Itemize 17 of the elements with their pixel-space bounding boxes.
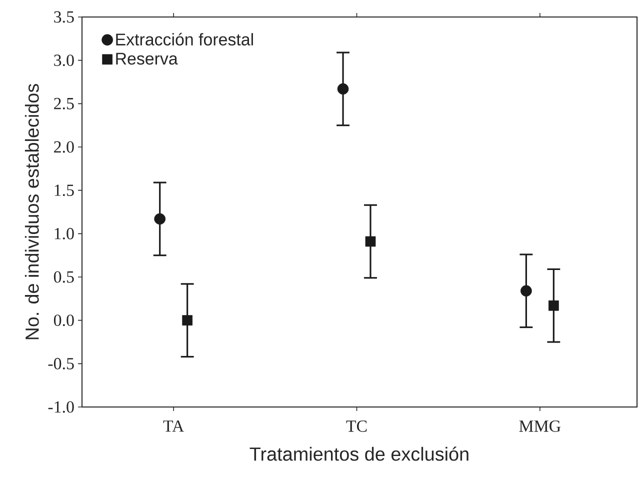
y-tick-label: 2.5: [54, 98, 74, 110]
x-tick-label: MMG: [519, 420, 561, 432]
y-tick-label: 1.5: [54, 184, 74, 196]
legend-label: Reserva: [116, 52, 178, 65]
y-tick-label: 1.0: [54, 228, 74, 240]
y-tick-label: 3.0: [54, 54, 74, 66]
y-tick-label: 0.5: [54, 271, 74, 283]
x-tick-label: TC: [346, 420, 367, 432]
y-axis-title: No. de individuos establecidos: [24, 84, 39, 340]
legend-label: Extracción forestal: [116, 32, 253, 46]
x-tick-label: TA: [163, 420, 184, 432]
y-tick-label: 0.0: [54, 314, 74, 326]
y-tick-label: -0.5: [48, 358, 74, 370]
y-tick-label: 2.0: [54, 141, 74, 153]
x-axis-title: Tratamientos de exclusión: [250, 446, 468, 461]
y-tick-label: -1.0: [48, 401, 74, 413]
y-tick-label: 3.5: [54, 11, 74, 23]
